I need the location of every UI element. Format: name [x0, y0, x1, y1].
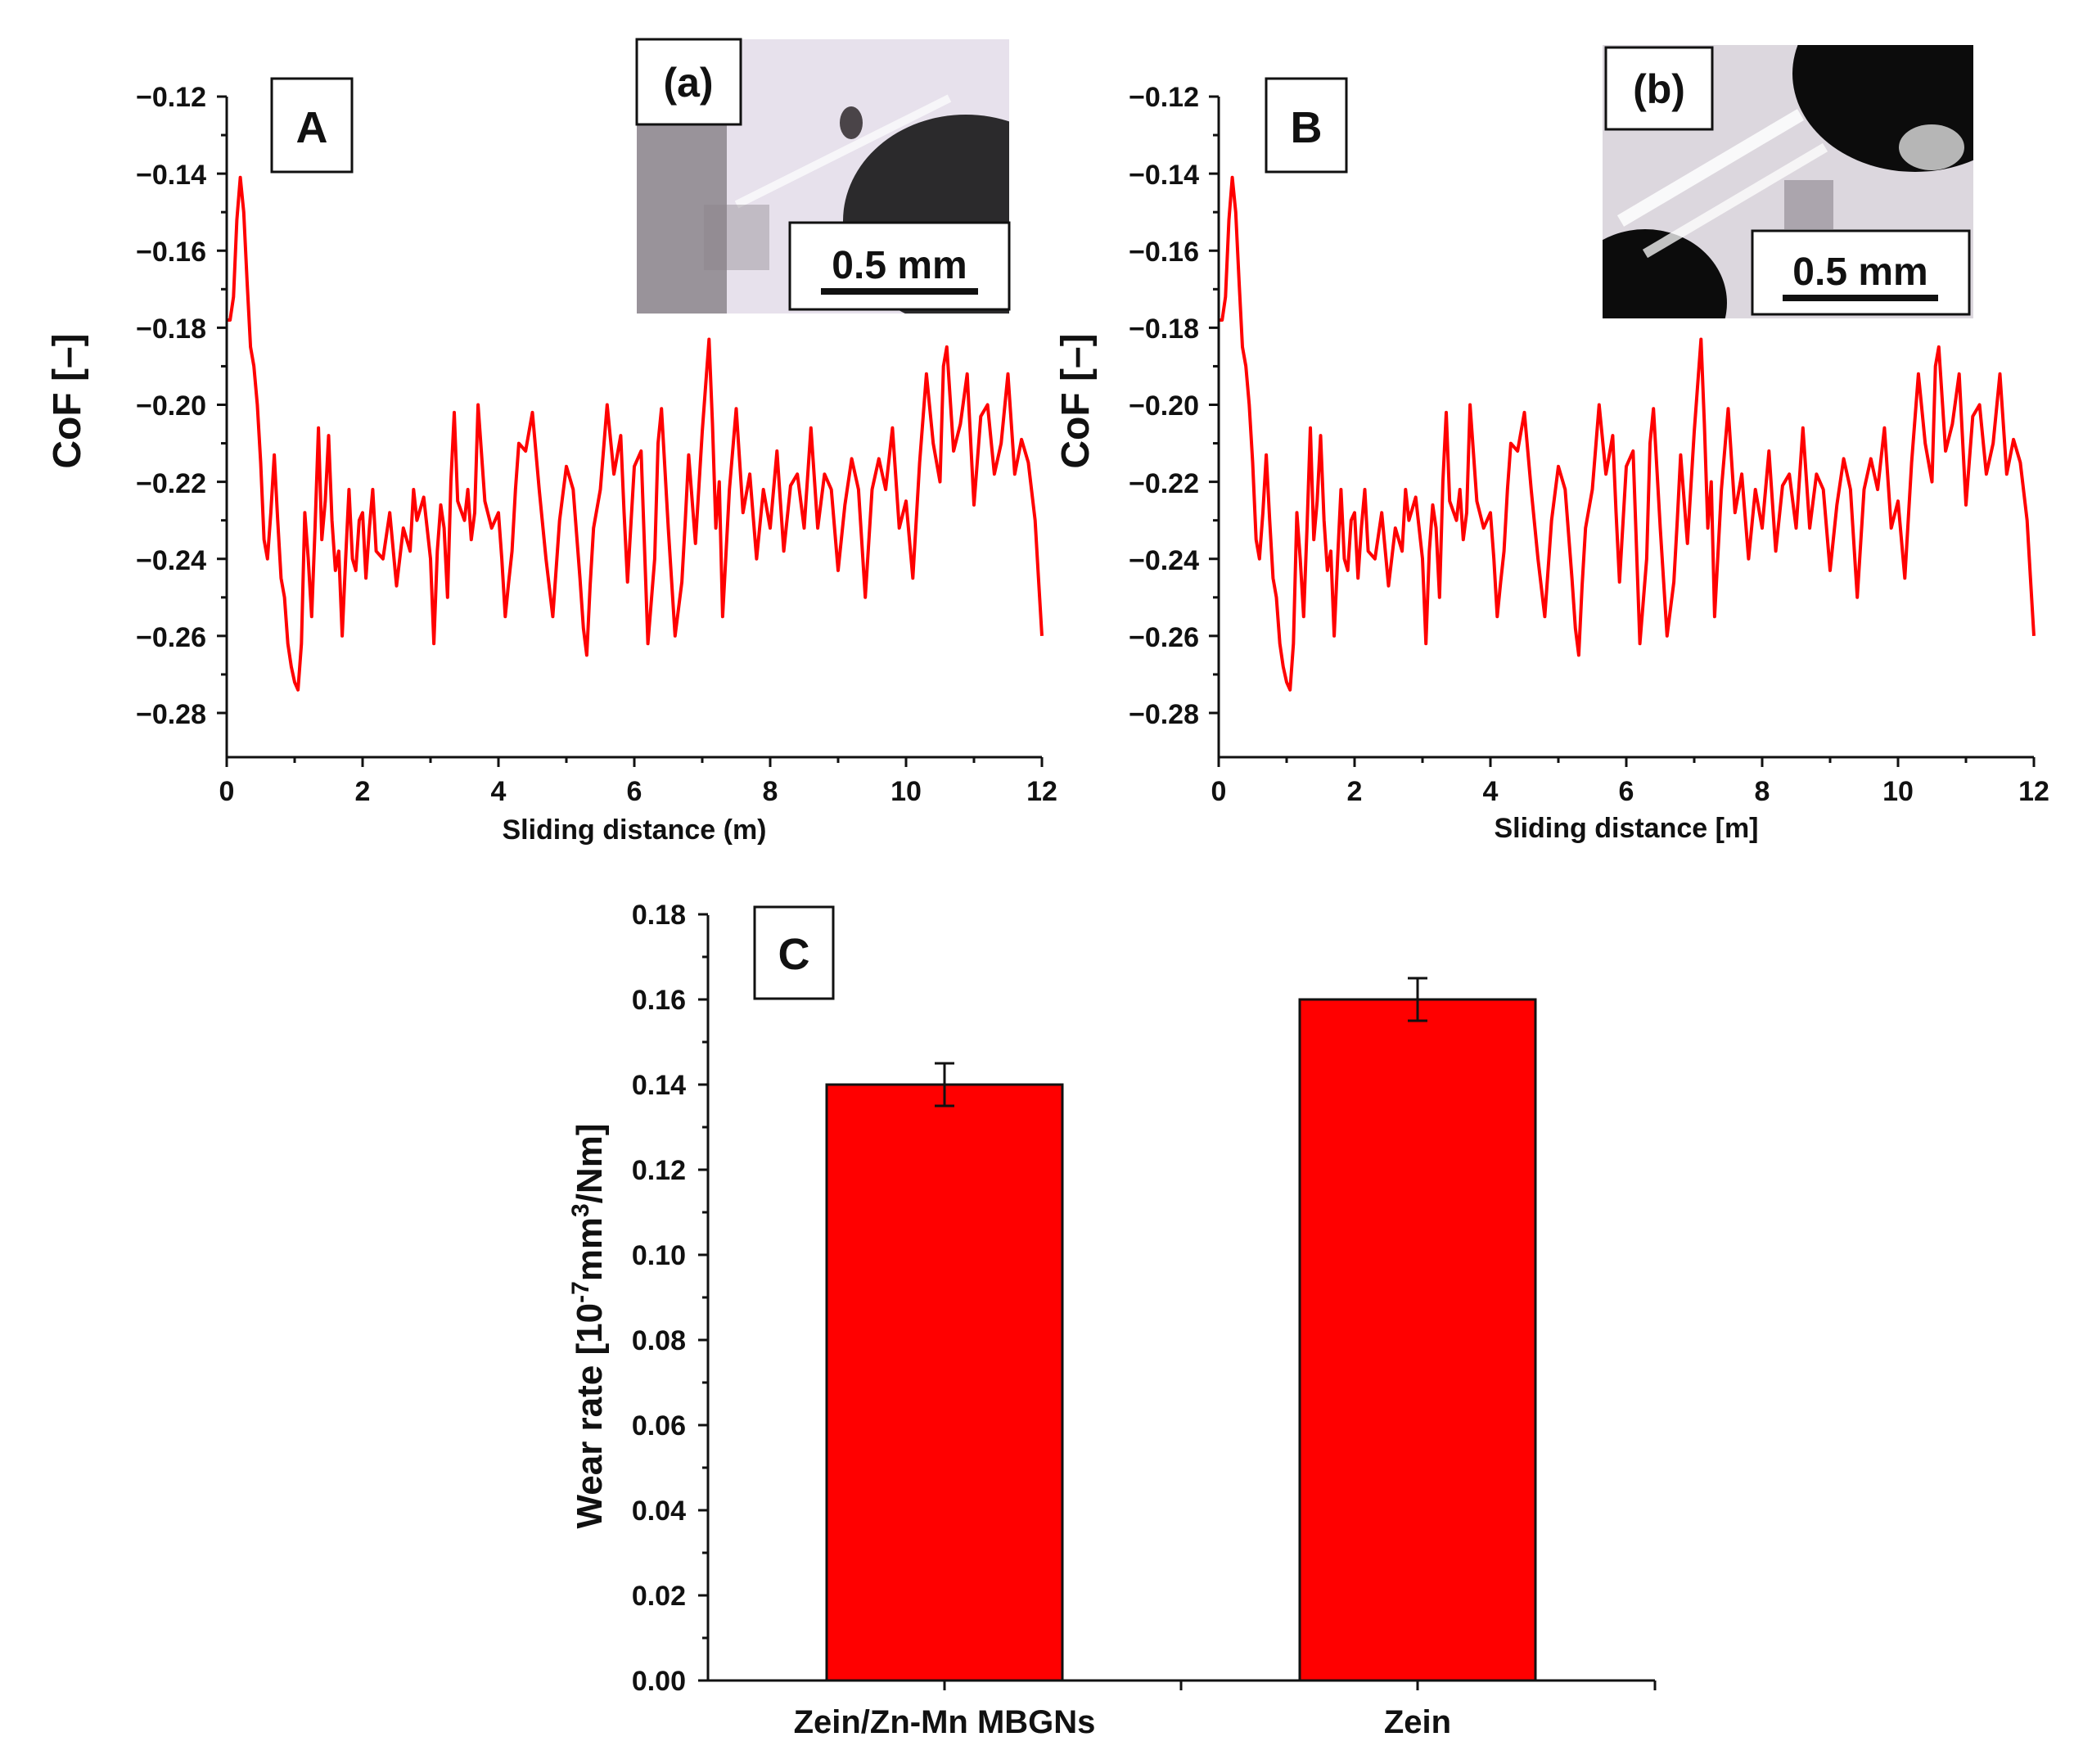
y-tick-label: 0.14 [632, 1070, 686, 1101]
inset-label-b: (b) [1633, 66, 1685, 112]
x-tick-label: 0 [219, 776, 235, 807]
x-tick-label: 4 [1483, 776, 1499, 807]
y-tick-labels-a: −0.12 −0.14 −0.16 −0.18 −0.20 −0.22 −0.2… [136, 82, 206, 730]
x-tick-label: 2 [1347, 776, 1363, 807]
y-tick-label: 0.06 [632, 1410, 686, 1441]
category-label: Zein [1384, 1704, 1451, 1740]
scale-bar-label-b: 0.5 mm [1792, 250, 1927, 294]
y-tick-label: −0.12 [1129, 82, 1199, 113]
y-tick-label: −0.26 [136, 622, 206, 653]
chart-a: −0.12 −0.14 −0.16 −0.18 −0.20 −0.22 −0.2… [46, 38, 1057, 846]
error-bar [1408, 977, 1427, 1022]
y-tick-label: 0.10 [632, 1240, 686, 1271]
y-tick-label: 0.12 [632, 1155, 686, 1186]
category-label: Zein/Zn-Mn MBGNs [794, 1704, 1096, 1740]
axes-b [1209, 95, 2036, 767]
y-ticks-b [1209, 95, 1219, 715]
axes-c [698, 913, 1657, 1690]
x-tick-label: 12 [1026, 776, 1057, 807]
y-tick-label: −0.24 [136, 545, 206, 576]
x-axis-label: Sliding distance [m] [1494, 813, 1758, 844]
y-tick-label: −0.16 [136, 237, 206, 268]
axes-a [217, 95, 1044, 767]
x-ticks-b [1217, 757, 2036, 767]
scale-bar-a [821, 288, 978, 295]
y-tick-label: −0.26 [1129, 622, 1199, 653]
x-tick-labels-a: 0 2 4 6 8 10 12 [219, 776, 1057, 807]
x-tick-label: 6 [627, 776, 642, 807]
y-tick-label: −0.16 [1129, 237, 1199, 268]
x-ticks-a [225, 757, 1044, 767]
error-bar [935, 1062, 954, 1108]
y-tick-label: −0.28 [1129, 699, 1199, 730]
panel-label-box [1265, 77, 1348, 174]
y-ticks-c [698, 913, 708, 1682]
y-tick-label: 0.08 [632, 1325, 686, 1356]
y-tick-label: −0.18 [136, 314, 206, 345]
panel-label: C [778, 930, 810, 979]
y-ticks-a [217, 95, 227, 715]
y-tick-label: −0.18 [1129, 314, 1199, 345]
y-tick-labels-c: 0.00 0.02 0.04 0.06 0.08 0.10 0.12 0.14 … [632, 900, 686, 1697]
y-tick-label: −0.14 [136, 160, 206, 191]
x-tick-label: 8 [763, 776, 778, 807]
bars [825, 977, 1537, 1682]
panel-label: B [1291, 103, 1323, 152]
y-axis-label: Wear rate [10-7mm3/Nm] [567, 1124, 610, 1529]
x-axis-label: Sliding distance (m) [502, 814, 766, 846]
y-tick-label: −0.20 [1129, 390, 1199, 422]
y-tick-label: −0.20 [136, 390, 206, 422]
panel-label-box [270, 77, 354, 174]
scale-bar-label-a: 0.5 mm [832, 244, 967, 287]
x-tick-label: 8 [1755, 776, 1770, 807]
panel-label-box [753, 905, 835, 1000]
x-tick-label: 12 [2018, 776, 2049, 807]
x-tick-label: 0 [1211, 776, 1227, 807]
x-tick-label: 6 [1619, 776, 1634, 807]
series-line [1219, 175, 2036, 692]
y-tick-labels-b: −0.12 −0.14 −0.16 −0.18 −0.20 −0.22 −0.2… [1129, 82, 1199, 730]
inset-micrograph-a: (a) 0.5 mm [635, 38, 1011, 314]
x-tick-label: 10 [890, 776, 922, 807]
y-tick-label: 0.18 [632, 900, 686, 931]
y-tick-label: 0.00 [632, 1666, 686, 1697]
y-tick-label: −0.22 [136, 468, 206, 499]
y-tick-label: −0.28 [136, 699, 206, 730]
chart-b: −0.12 −0.14 −0.16 −0.18 −0.20 −0.22 −0.2… [1054, 45, 2049, 844]
y-tick-label: −0.12 [136, 82, 206, 113]
y-axis-label: CoF [–] [1054, 333, 1098, 468]
y-tick-label: −0.22 [1129, 468, 1199, 499]
y-axis-label: CoF [–] [46, 333, 89, 468]
series-line [227, 175, 1044, 692]
x-tick-label: 4 [491, 776, 507, 807]
y-tick-label: 0.16 [632, 985, 686, 1016]
bar [825, 1083, 1064, 1682]
bar [1298, 998, 1537, 1682]
scale-bar-b [1783, 295, 1938, 301]
x-tick-label: 10 [1882, 776, 1914, 807]
y-tick-label: −0.24 [1129, 545, 1199, 576]
y-tick-label: −0.14 [1129, 160, 1199, 191]
x-tick-label: 2 [355, 776, 371, 807]
y-tick-label: 0.02 [632, 1581, 686, 1612]
x-tick-labels-b: 0 2 4 6 8 10 12 [1211, 776, 2049, 807]
y-tick-label: 0.04 [632, 1496, 686, 1527]
inset-label-a: (a) [663, 60, 713, 106]
inset-micrograph-b: (b) 0.5 mm [1603, 45, 1973, 318]
panel-label: A [296, 103, 328, 152]
chart-c: 0.00 0.02 0.04 0.06 0.08 0.10 0.12 0.14 … [567, 900, 1657, 1740]
